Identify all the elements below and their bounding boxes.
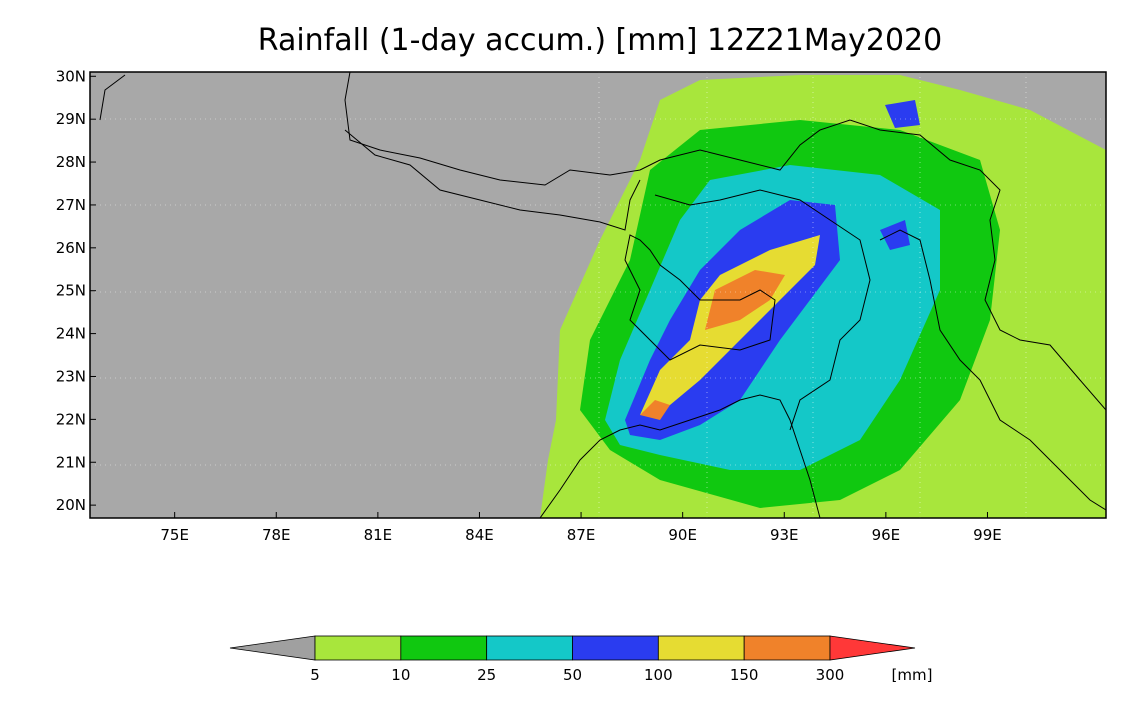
x-tick-label: 81E bbox=[364, 526, 393, 544]
map-title: Rainfall (1-day accum.) [mm] 12Z21May202… bbox=[258, 23, 942, 58]
border-nepal-north bbox=[99, 72, 1106, 411]
x-tick-label: 99E bbox=[973, 526, 1002, 544]
colorbar-bin bbox=[314, 635, 402, 661]
x-tick-label: 78E bbox=[262, 526, 291, 544]
border-myanmar bbox=[879, 229, 1106, 511]
colorbar-bin bbox=[657, 635, 745, 661]
y-tick-label: 28N bbox=[56, 153, 86, 171]
x-tick-label: 93E bbox=[770, 526, 799, 544]
border-nepal-south bbox=[344, 129, 641, 231]
y-tick-label: 25N bbox=[56, 282, 86, 300]
colorbar-label: 25 bbox=[477, 666, 496, 684]
colorbar-bin bbox=[486, 635, 573, 661]
colorbar-bin bbox=[743, 635, 831, 661]
coastline-bay-of-bengal bbox=[539, 394, 821, 518]
colorbar-label: 150 bbox=[730, 666, 759, 684]
colorbar-under-arrow bbox=[229, 635, 316, 661]
country-borders bbox=[99, 72, 1106, 518]
plot-area bbox=[90, 72, 1106, 518]
colorbar-over-arrow bbox=[829, 635, 916, 661]
rain-patch-north bbox=[885, 100, 920, 128]
x-tick-label: 90E bbox=[668, 526, 697, 544]
x-tick-label: 84E bbox=[465, 526, 494, 544]
colorbar-unit: [mm] bbox=[892, 666, 933, 684]
y-tick-label: 20N bbox=[56, 496, 86, 514]
y-tick-label: 22N bbox=[56, 410, 86, 428]
rain-patch-east bbox=[880, 220, 910, 250]
colorbar-label: 50 bbox=[563, 666, 582, 684]
y-tick-label: 27N bbox=[56, 196, 86, 214]
colorbar: 5 10 25 50 100 150 300 [mm] bbox=[229, 635, 933, 684]
x-tick-label: 96E bbox=[872, 526, 901, 544]
y-tick-label: 29N bbox=[56, 110, 86, 128]
colorbar-label: 100 bbox=[644, 666, 673, 684]
x-axis-ticks: 75E 78E 81E 84E 87E 90E 93E 96E 99E bbox=[160, 512, 1002, 544]
border-bangladesh bbox=[624, 234, 776, 361]
border-india-east bbox=[654, 189, 871, 431]
x-tick-label: 87E bbox=[567, 526, 596, 544]
y-tick-label: 26N bbox=[56, 239, 86, 257]
colorbar-label: 5 bbox=[310, 666, 320, 684]
colorbar-bin bbox=[400, 635, 488, 661]
y-tick-label: 23N bbox=[56, 367, 86, 385]
plot-frame bbox=[89, 71, 1107, 519]
rainfall-field bbox=[540, 75, 1106, 518]
y-tick-label: 21N bbox=[56, 453, 86, 471]
colorbar-label: 300 bbox=[816, 666, 845, 684]
rain-band-150-300 bbox=[705, 270, 785, 330]
x-tick-label: 75E bbox=[160, 526, 189, 544]
rain-band-150-300-south bbox=[640, 400, 670, 420]
y-tick-label: 30N bbox=[56, 67, 86, 85]
y-axis-ticks: 30N 29N 28N 27N 26N 25N 24N 23N 22N 21N 20N bbox=[56, 67, 96, 514]
colorbar-bin bbox=[572, 635, 659, 661]
y-tick-label: 24N bbox=[56, 325, 86, 343]
colorbar-label: 10 bbox=[391, 666, 410, 684]
